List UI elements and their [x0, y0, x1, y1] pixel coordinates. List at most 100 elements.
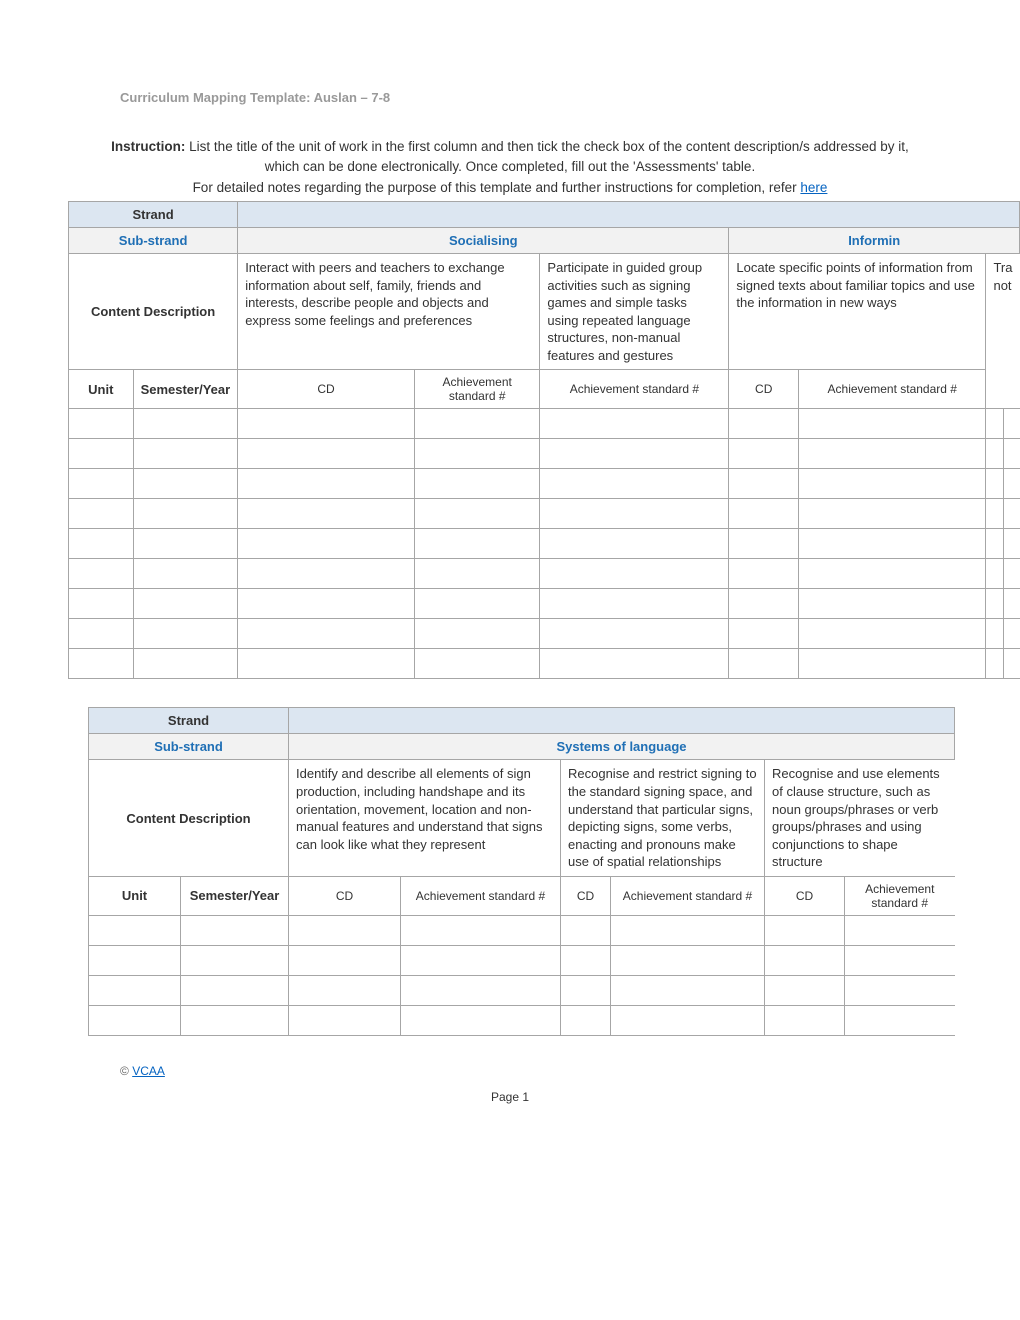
vcaa-link[interactable]: VCAA — [132, 1064, 165, 1078]
empty-cell[interactable] — [133, 589, 238, 619]
empty-cell[interactable] — [69, 559, 134, 589]
empty-cell[interactable] — [729, 589, 799, 619]
empty-cell[interactable] — [238, 409, 415, 439]
empty-cell[interactable] — [133, 619, 238, 649]
empty-cell[interactable] — [238, 649, 415, 679]
empty-cell[interactable] — [401, 945, 561, 975]
empty-cell[interactable] — [238, 469, 415, 499]
empty-cell[interactable] — [799, 469, 986, 499]
empty-cell[interactable] — [133, 499, 238, 529]
empty-cell[interactable] — [69, 469, 134, 499]
empty-cell[interactable] — [611, 915, 765, 945]
empty-cell[interactable] — [238, 529, 415, 559]
empty-cell[interactable] — [1003, 469, 1019, 499]
empty-cell[interactable] — [561, 915, 611, 945]
empty-cell[interactable] — [181, 975, 289, 1005]
here-link[interactable]: here — [800, 180, 827, 195]
empty-cell[interactable] — [540, 559, 729, 589]
empty-cell[interactable] — [89, 945, 181, 975]
empty-cell[interactable] — [986, 559, 1003, 589]
empty-cell[interactable] — [1003, 499, 1019, 529]
empty-cell[interactable] — [289, 1005, 401, 1035]
empty-cell[interactable] — [986, 589, 1003, 619]
empty-cell[interactable] — [69, 529, 134, 559]
empty-cell[interactable] — [414, 559, 540, 589]
empty-cell[interactable] — [799, 409, 986, 439]
empty-cell[interactable] — [729, 619, 799, 649]
empty-cell[interactable] — [799, 649, 986, 679]
empty-cell[interactable] — [133, 469, 238, 499]
empty-cell[interactable] — [611, 945, 765, 975]
empty-cell[interactable] — [729, 529, 799, 559]
empty-cell[interactable] — [238, 589, 415, 619]
empty-cell[interactable] — [69, 499, 134, 529]
empty-cell[interactable] — [133, 529, 238, 559]
empty-cell[interactable] — [561, 945, 611, 975]
empty-cell[interactable] — [540, 529, 729, 559]
empty-cell[interactable] — [69, 649, 134, 679]
empty-cell[interactable] — [540, 469, 729, 499]
empty-cell[interactable] — [181, 1005, 289, 1035]
empty-cell[interactable] — [181, 945, 289, 975]
empty-cell[interactable] — [238, 499, 415, 529]
empty-cell[interactable] — [799, 439, 986, 469]
empty-cell[interactable] — [611, 975, 765, 1005]
empty-cell[interactable] — [540, 589, 729, 619]
empty-cell[interactable] — [1003, 409, 1019, 439]
empty-cell[interactable] — [845, 975, 955, 1005]
empty-cell[interactable] — [845, 915, 955, 945]
empty-cell[interactable] — [729, 499, 799, 529]
empty-cell[interactable] — [540, 409, 729, 439]
empty-cell[interactable] — [765, 975, 845, 1005]
empty-cell[interactable] — [238, 619, 415, 649]
empty-cell[interactable] — [289, 915, 401, 945]
empty-cell[interactable] — [540, 619, 729, 649]
empty-cell[interactable] — [1003, 619, 1019, 649]
empty-cell[interactable] — [540, 439, 729, 469]
empty-cell[interactable] — [1003, 439, 1019, 469]
empty-cell[interactable] — [986, 529, 1003, 559]
empty-cell[interactable] — [986, 439, 1003, 469]
empty-cell[interactable] — [133, 439, 238, 469]
empty-cell[interactable] — [729, 439, 799, 469]
empty-cell[interactable] — [69, 409, 134, 439]
empty-cell[interactable] — [414, 589, 540, 619]
empty-cell[interactable] — [1003, 529, 1019, 559]
empty-cell[interactable] — [414, 439, 540, 469]
empty-cell[interactable] — [289, 945, 401, 975]
empty-cell[interactable] — [986, 499, 1003, 529]
empty-cell[interactable] — [414, 409, 540, 439]
empty-cell[interactable] — [89, 915, 181, 945]
empty-cell[interactable] — [401, 1005, 561, 1035]
empty-cell[interactable] — [1003, 649, 1019, 679]
empty-cell[interactable] — [414, 469, 540, 499]
empty-cell[interactable] — [561, 1005, 611, 1035]
empty-cell[interactable] — [414, 529, 540, 559]
empty-cell[interactable] — [89, 975, 181, 1005]
empty-cell[interactable] — [729, 409, 799, 439]
empty-cell[interactable] — [181, 915, 289, 945]
empty-cell[interactable] — [69, 439, 134, 469]
empty-cell[interactable] — [845, 945, 955, 975]
empty-cell[interactable] — [845, 1005, 955, 1035]
empty-cell[interactable] — [799, 529, 986, 559]
empty-cell[interactable] — [729, 559, 799, 589]
empty-cell[interactable] — [401, 915, 561, 945]
empty-cell[interactable] — [765, 1005, 845, 1035]
empty-cell[interactable] — [765, 945, 845, 975]
empty-cell[interactable] — [540, 649, 729, 679]
empty-cell[interactable] — [1003, 559, 1019, 589]
empty-cell[interactable] — [133, 649, 238, 679]
empty-cell[interactable] — [765, 915, 845, 945]
empty-cell[interactable] — [729, 469, 799, 499]
empty-cell[interactable] — [238, 439, 415, 469]
empty-cell[interactable] — [401, 975, 561, 1005]
empty-cell[interactable] — [414, 619, 540, 649]
empty-cell[interactable] — [729, 649, 799, 679]
empty-cell[interactable] — [414, 499, 540, 529]
empty-cell[interactable] — [238, 559, 415, 589]
empty-cell[interactable] — [69, 619, 134, 649]
empty-cell[interactable] — [986, 469, 1003, 499]
empty-cell[interactable] — [986, 619, 1003, 649]
empty-cell[interactable] — [69, 589, 134, 619]
